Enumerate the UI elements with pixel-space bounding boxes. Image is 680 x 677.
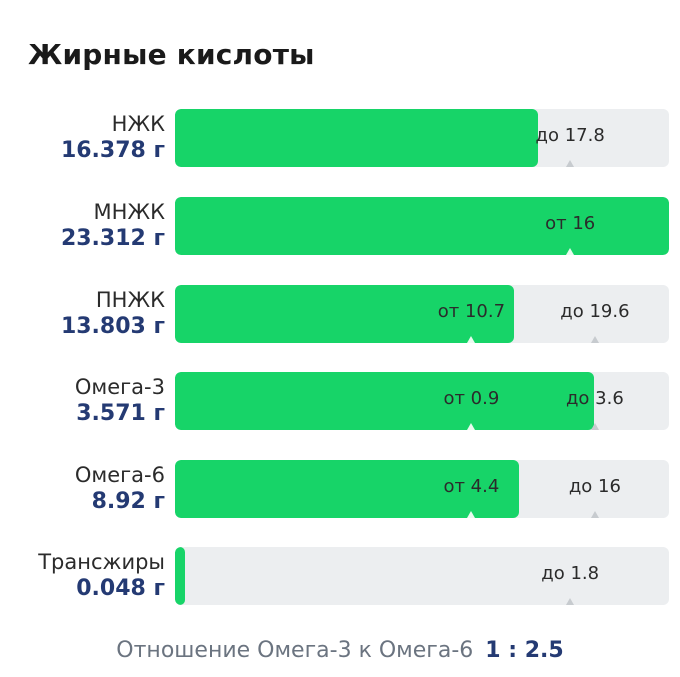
nutrient-name: НЖК [111,112,165,136]
range-marker-label: до 1.8 [541,563,600,584]
nutrient-label: Трансжиры 0.048 г [38,547,165,605]
nutrient-label: Омега-3 3.571 г [75,372,165,430]
progress-fill [175,285,514,343]
nutrient-row: Омега-6 8.92 г от 4.4 до 16 [0,460,680,518]
nutrient-amount: 0.048 г [76,576,165,601]
range-marker-label: до 17.8 [535,125,605,146]
nutrient-row: НЖК 16.378 г до 17.8 [0,109,680,167]
range-marker-tick-icon [590,423,599,430]
nutrient-name: Омега-6 [74,463,165,487]
progress-track: от 10.7 до 19.6 [175,285,669,343]
nutrient-label: НЖК 16.378 г [61,109,165,167]
nutrient-row: Трансжиры 0.048 г до 1.8 [0,547,680,605]
nutrient-name: МНЖК [93,200,165,224]
range-marker-tick-icon [467,423,476,430]
nutrient-name: Омега-3 [74,375,165,399]
omega-ratio-label: Отношение Омега-3 к Омега-6 [116,638,474,663]
range-marker-tick-icon [566,160,575,167]
progress-track: от 4.4 до 16 [175,460,669,518]
progress-track: до 17.8 [175,109,669,167]
nutrient-amount: 3.571 г [76,401,165,426]
range-marker-tick-icon [566,248,575,255]
range-marker-label: от 16 [545,213,596,234]
range-marker-tick-icon [566,598,575,605]
progress-fill [175,547,185,605]
progress-track: от 0.9 до 3.6 [175,372,669,430]
nutrient-label: Омега-6 8.92 г [75,460,165,518]
nutrient-name: ПНЖК [95,288,165,312]
omega-ratio-value: 1 : 2.5 [485,638,564,663]
range-marker-label: до 3.6 [565,388,624,409]
range-marker-label: от 10.7 [437,301,506,322]
progress-fill [175,372,595,430]
section-title: Жирные кислоты [28,38,315,71]
progress-fill [175,197,669,255]
nutrient-amount: 23.312 г [60,226,165,251]
range-marker-label: от 4.4 [443,476,500,497]
nutrient-label: ПНЖК 13.803 г [61,285,165,343]
range-marker-label: от 0.9 [443,388,500,409]
range-marker-label: до 19.6 [560,301,630,322]
nutrient-row: ПНЖК 13.803 г от 10.7 до 19.6 [0,285,680,343]
progress-fill [175,460,519,518]
nutrient-row: Омега-3 3.571 г от 0.9 до 3.6 [0,372,680,430]
progress-track: от 16 [175,197,669,255]
range-marker-tick-icon [467,511,476,518]
nutrient-amount: 13.803 г [60,314,165,339]
omega-ratio: Отношение Омега-3 к Омега-6 1 : 2.5 [0,638,680,663]
nutrient-name: Трансжиры [38,550,165,574]
nutrient-label: МНЖК 23.312 г [61,197,165,255]
nutrient-amount: 16.378 г [60,138,165,163]
range-marker-tick-icon [590,511,599,518]
range-marker-label: до 16 [568,476,621,497]
nutrient-row: МНЖК 23.312 г от 16 [0,197,680,255]
progress-fill [175,109,539,167]
nutrient-amount: 8.92 г [91,489,165,514]
progress-track: до 1.8 [175,547,669,605]
range-marker-tick-icon [590,336,599,343]
range-marker-tick-icon [467,336,476,343]
